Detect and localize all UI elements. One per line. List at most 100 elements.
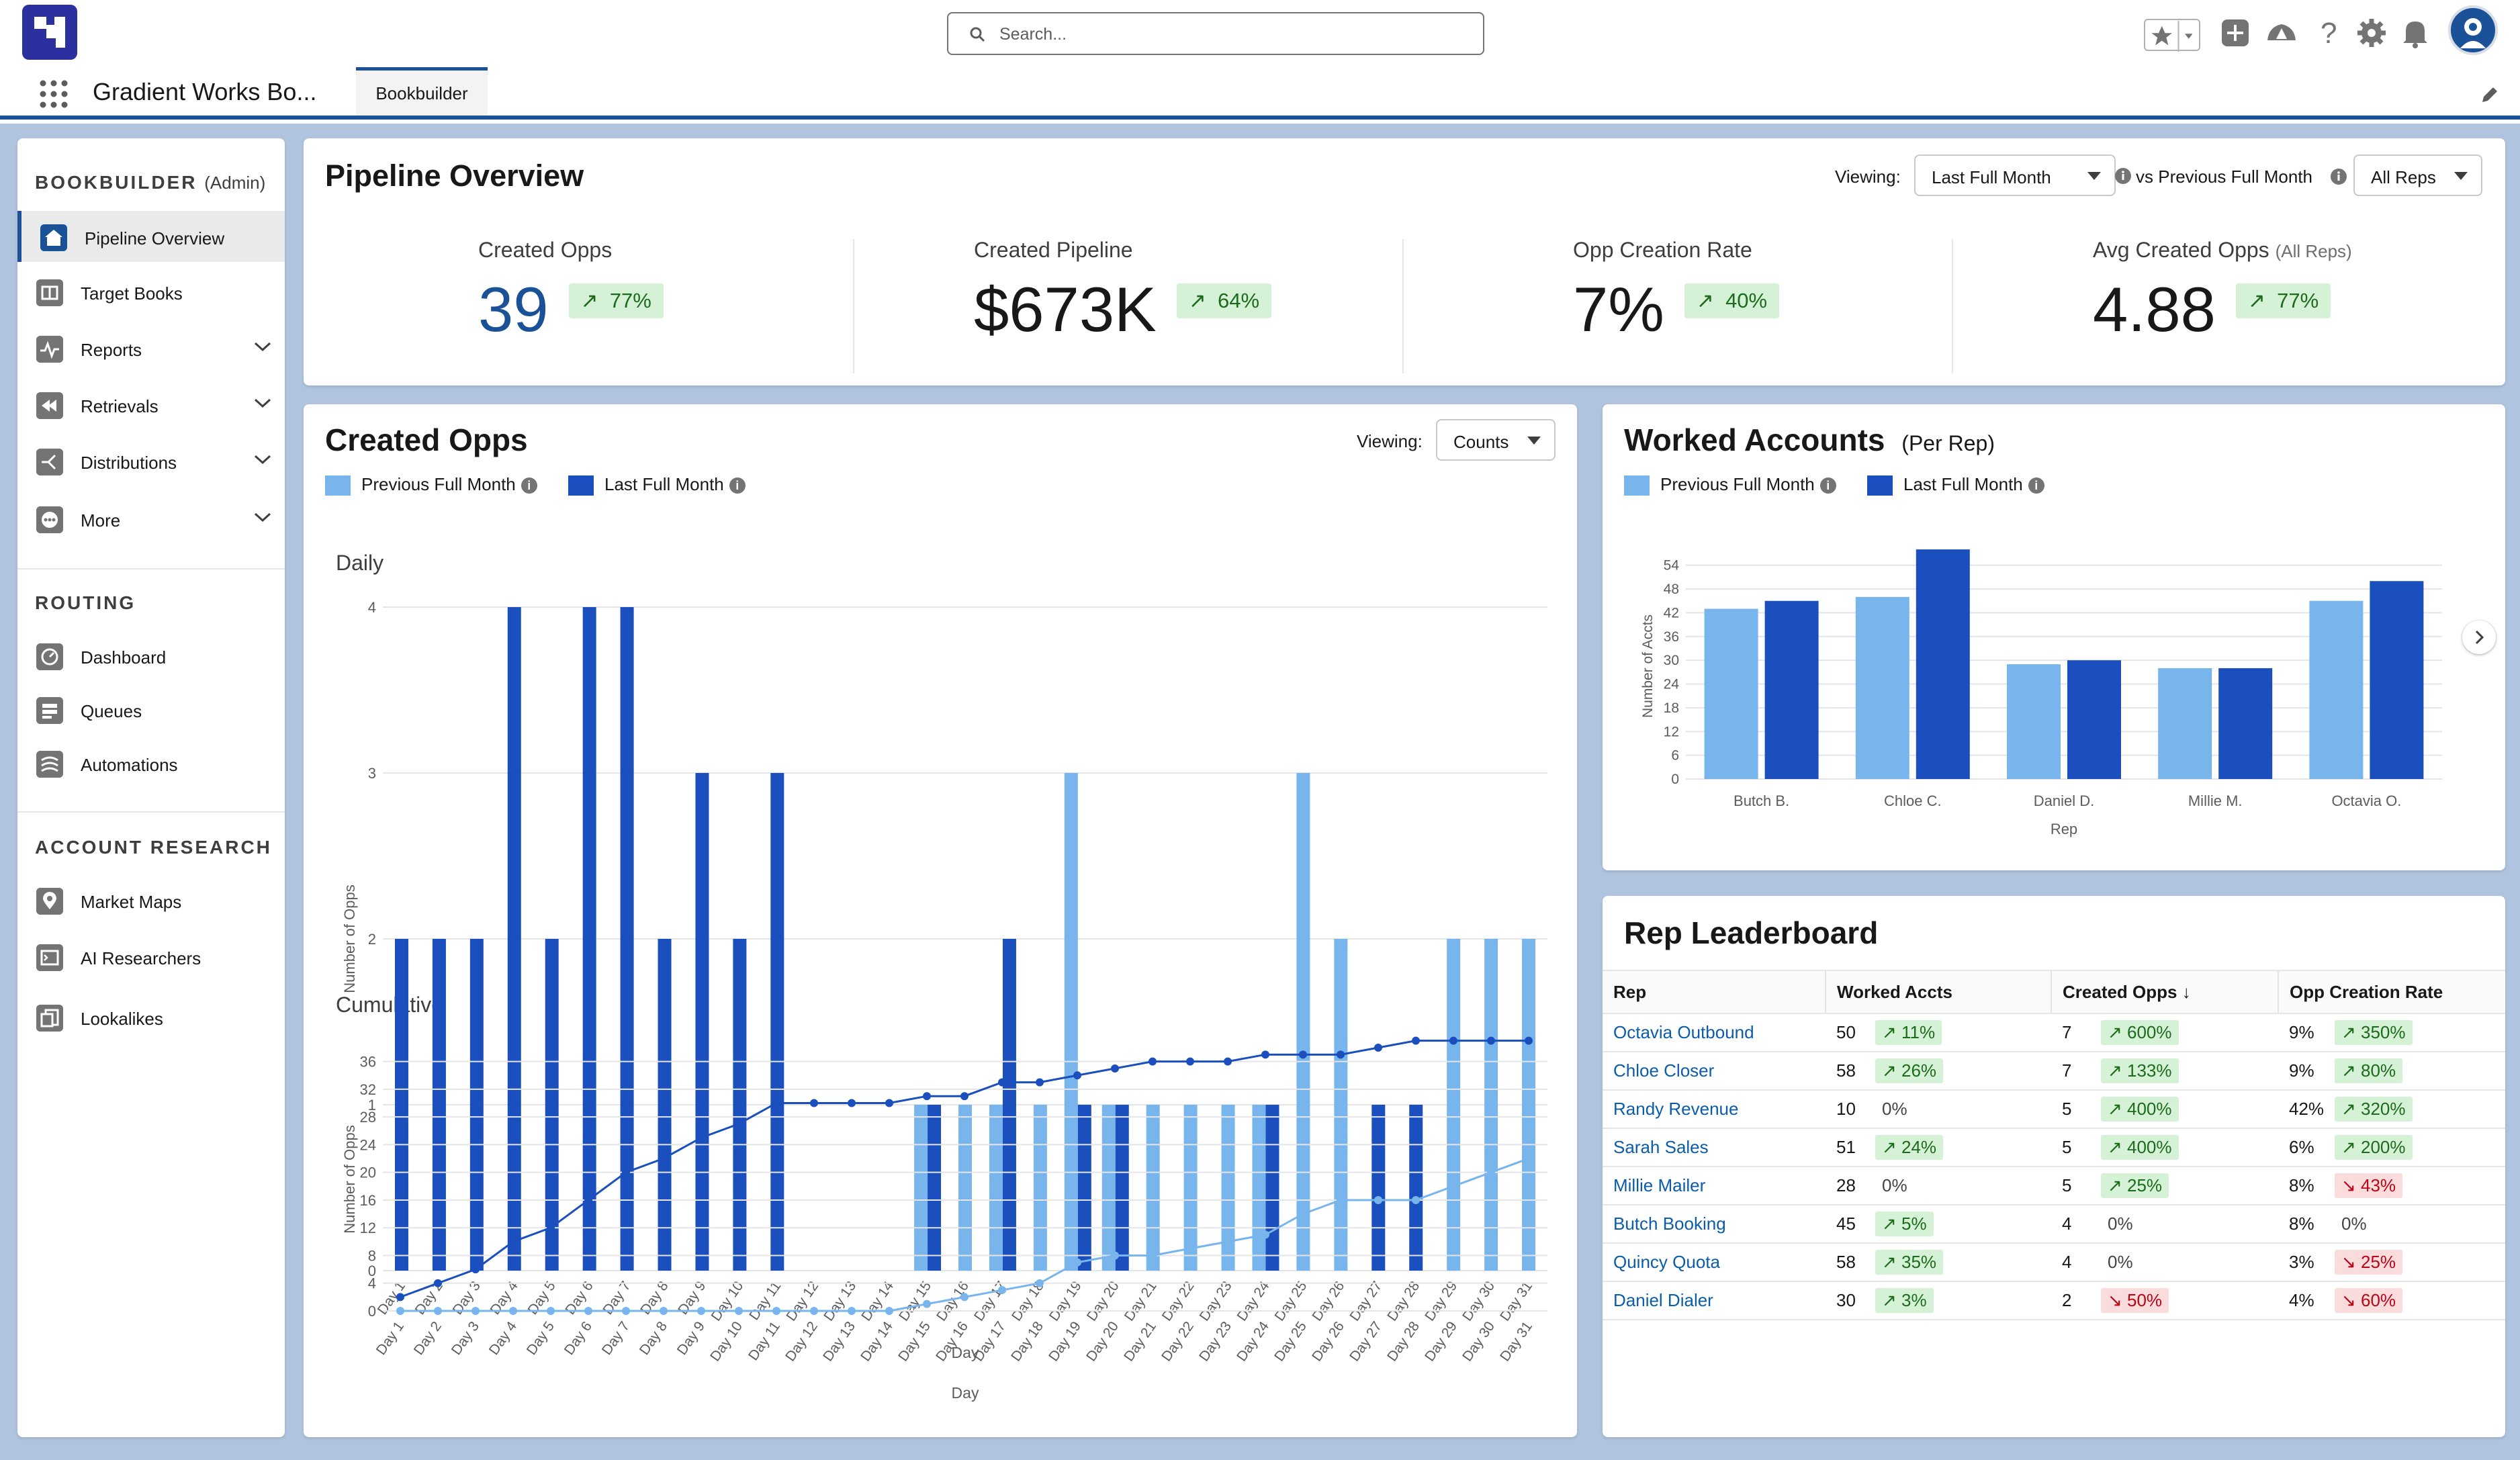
- rep-leaderboard-card: Rep Leaderboard Rep Worked Accts Created…: [1603, 896, 2505, 1437]
- favorites-button[interactable]: [2144, 19, 2200, 52]
- point-last: [998, 1078, 1006, 1087]
- caret-down-icon: [1527, 437, 1541, 445]
- cell-value: 5: [2062, 1175, 2072, 1195]
- point-last: [1374, 1044, 1382, 1052]
- point-previous: [1412, 1195, 1420, 1204]
- legend-swatch: [568, 475, 594, 496]
- bar-last: [2067, 660, 2121, 779]
- column-header-rep[interactable]: Rep: [1603, 970, 1826, 1014]
- change-badge: ↗ 26%: [1875, 1058, 1944, 1083]
- sidebar-item-pipeline-overview[interactable]: Pipeline Overview: [17, 211, 285, 262]
- rep-link[interactable]: Octavia Outbound: [1603, 1013, 1826, 1052]
- info-icon[interactable]: i: [521, 477, 537, 494]
- edit-pencil-icon[interactable]: [2480, 85, 2500, 105]
- sidebar-item-target-books[interactable]: Target Books: [17, 266, 285, 317]
- info-icon[interactable]: i: [2028, 477, 2044, 494]
- sidebar-item-queues[interactable]: Queues: [17, 684, 285, 735]
- column-header-opp-creation-rate[interactable]: Opp Creation Rate: [2278, 970, 2505, 1014]
- sidebar-item-lookalikes[interactable]: Lookalikes: [17, 991, 285, 1042]
- bar-last: [1764, 600, 1819, 779]
- sidebar-item-more[interactable]: More: [17, 493, 285, 544]
- rep-link[interactable]: Millie Mailer: [1603, 1167, 1826, 1205]
- app-logo[interactable]: [22, 5, 77, 60]
- info-icon[interactable]: i: [729, 477, 746, 494]
- created-opps-cell: 5 ↗ 400%: [2051, 1090, 2278, 1129]
- point-previous: [735, 1307, 743, 1315]
- y-tick-label: 48: [1664, 582, 1679, 597]
- sidebar-item-distributions[interactable]: Distributions: [17, 435, 285, 486]
- point-previous: [1111, 1251, 1119, 1260]
- sidebar-item-automations[interactable]: Automations: [17, 737, 285, 788]
- point-previous: [1186, 1244, 1194, 1253]
- point-previous: [1149, 1251, 1157, 1260]
- point-last: [772, 1099, 780, 1107]
- app-launcher-icon[interactable]: [39, 79, 69, 109]
- cell-value: 4: [2062, 1214, 2072, 1234]
- bar-previous: [1252, 1105, 1266, 1271]
- rep-link[interactable]: Sarah Sales: [1603, 1128, 1826, 1167]
- rep-link[interactable]: Chloe Closer: [1603, 1052, 1826, 1091]
- reps-select[interactable]: All Reps: [2353, 154, 2482, 196]
- bar-previous: [2158, 668, 2212, 779]
- info-icon[interactable]: [2112, 166, 2134, 186]
- rep-link[interactable]: Quincy Quota: [1603, 1243, 1826, 1282]
- bar-last: [1916, 549, 1970, 779]
- point-previous: [509, 1307, 517, 1315]
- point-previous: [471, 1307, 480, 1315]
- y-tick-label: 20: [360, 1165, 376, 1181]
- point-previous: [622, 1307, 630, 1315]
- point-last: [622, 1168, 630, 1177]
- bar-last: [2370, 581, 2424, 779]
- y-tick-label: 6: [1671, 748, 1679, 764]
- info-icon[interactable]: i: [1819, 477, 1836, 494]
- point-last: [547, 1224, 555, 1232]
- add-icon[interactable]: [2220, 17, 2251, 48]
- bar-previous: [1183, 1105, 1198, 1271]
- column-header-worked-accts[interactable]: Worked Accts: [1826, 970, 2052, 1014]
- chevron-down-icon[interactable]: [253, 396, 273, 410]
- created-opps-cell: 5 ↗ 400%: [2051, 1128, 2278, 1167]
- global-search-input[interactable]: Search...: [947, 12, 1484, 55]
- rewind-icon: [36, 392, 63, 419]
- bar-previous: [989, 1105, 1003, 1271]
- sidebar-item-dashboard[interactable]: Dashboard: [17, 630, 285, 681]
- x-tick-label: Day 27: [1347, 1319, 1385, 1365]
- home-icon: [40, 224, 67, 251]
- x-tick-label: Day 16: [933, 1319, 971, 1365]
- viewing-select[interactable]: Counts: [1436, 419, 1556, 461]
- pulse-icon: [36, 336, 63, 363]
- gear-icon[interactable]: [2356, 17, 2387, 48]
- bar-previous: [2007, 664, 2061, 779]
- chevron-down-icon[interactable]: [253, 340, 273, 353]
- x-tick-label: Day 17: [971, 1319, 1009, 1365]
- sidebar-item-ai-researchers[interactable]: AI Researchers: [17, 931, 285, 982]
- info-icon[interactable]: [2328, 167, 2349, 187]
- trailhead-icon[interactable]: [2265, 17, 2298, 48]
- x-tick-label: Day 3: [449, 1319, 482, 1358]
- chevron-down-icon[interactable]: [253, 453, 273, 466]
- point-last: [471, 1265, 480, 1274]
- sidebar-item-retrievals[interactable]: Retrievals: [17, 379, 285, 430]
- rep-link[interactable]: Randy Revenue: [1603, 1090, 1826, 1129]
- change-badge: ↘ 43%: [2335, 1173, 2403, 1198]
- help-icon[interactable]: ?: [2315, 17, 2342, 48]
- point-last: [1337, 1050, 1345, 1059]
- rep-link[interactable]: Daniel Dialer: [1603, 1281, 1826, 1320]
- sidebar-item-market-maps[interactable]: Market Maps: [17, 874, 285, 925]
- user-avatar[interactable]: [2448, 5, 2498, 55]
- tab-bookbuilder[interactable]: Bookbuilder: [356, 67, 488, 116]
- rep-link[interactable]: Butch Booking: [1603, 1205, 1826, 1244]
- divider: [17, 568, 285, 569]
- cell-value: 7: [2062, 1060, 2072, 1081]
- kpi-value: 7%: [1573, 274, 1664, 345]
- period-select[interactable]: Last Full Month: [1914, 154, 2116, 196]
- chevron-down-icon[interactable]: [253, 510, 273, 524]
- change-badge: ↗ 400%: [2101, 1097, 2179, 1122]
- bar-last: [658, 939, 672, 1271]
- sidebar-item-reports[interactable]: Reports: [17, 322, 285, 373]
- bell-icon[interactable]: [2400, 17, 2430, 48]
- legend-swatch: [1867, 475, 1893, 496]
- column-header-created-opps[interactable]: Created Opps ↓: [2051, 970, 2279, 1014]
- worked-accts-cell: 45 ↗ 5%: [1826, 1205, 2051, 1244]
- chart-next-button[interactable]: [2462, 621, 2496, 654]
